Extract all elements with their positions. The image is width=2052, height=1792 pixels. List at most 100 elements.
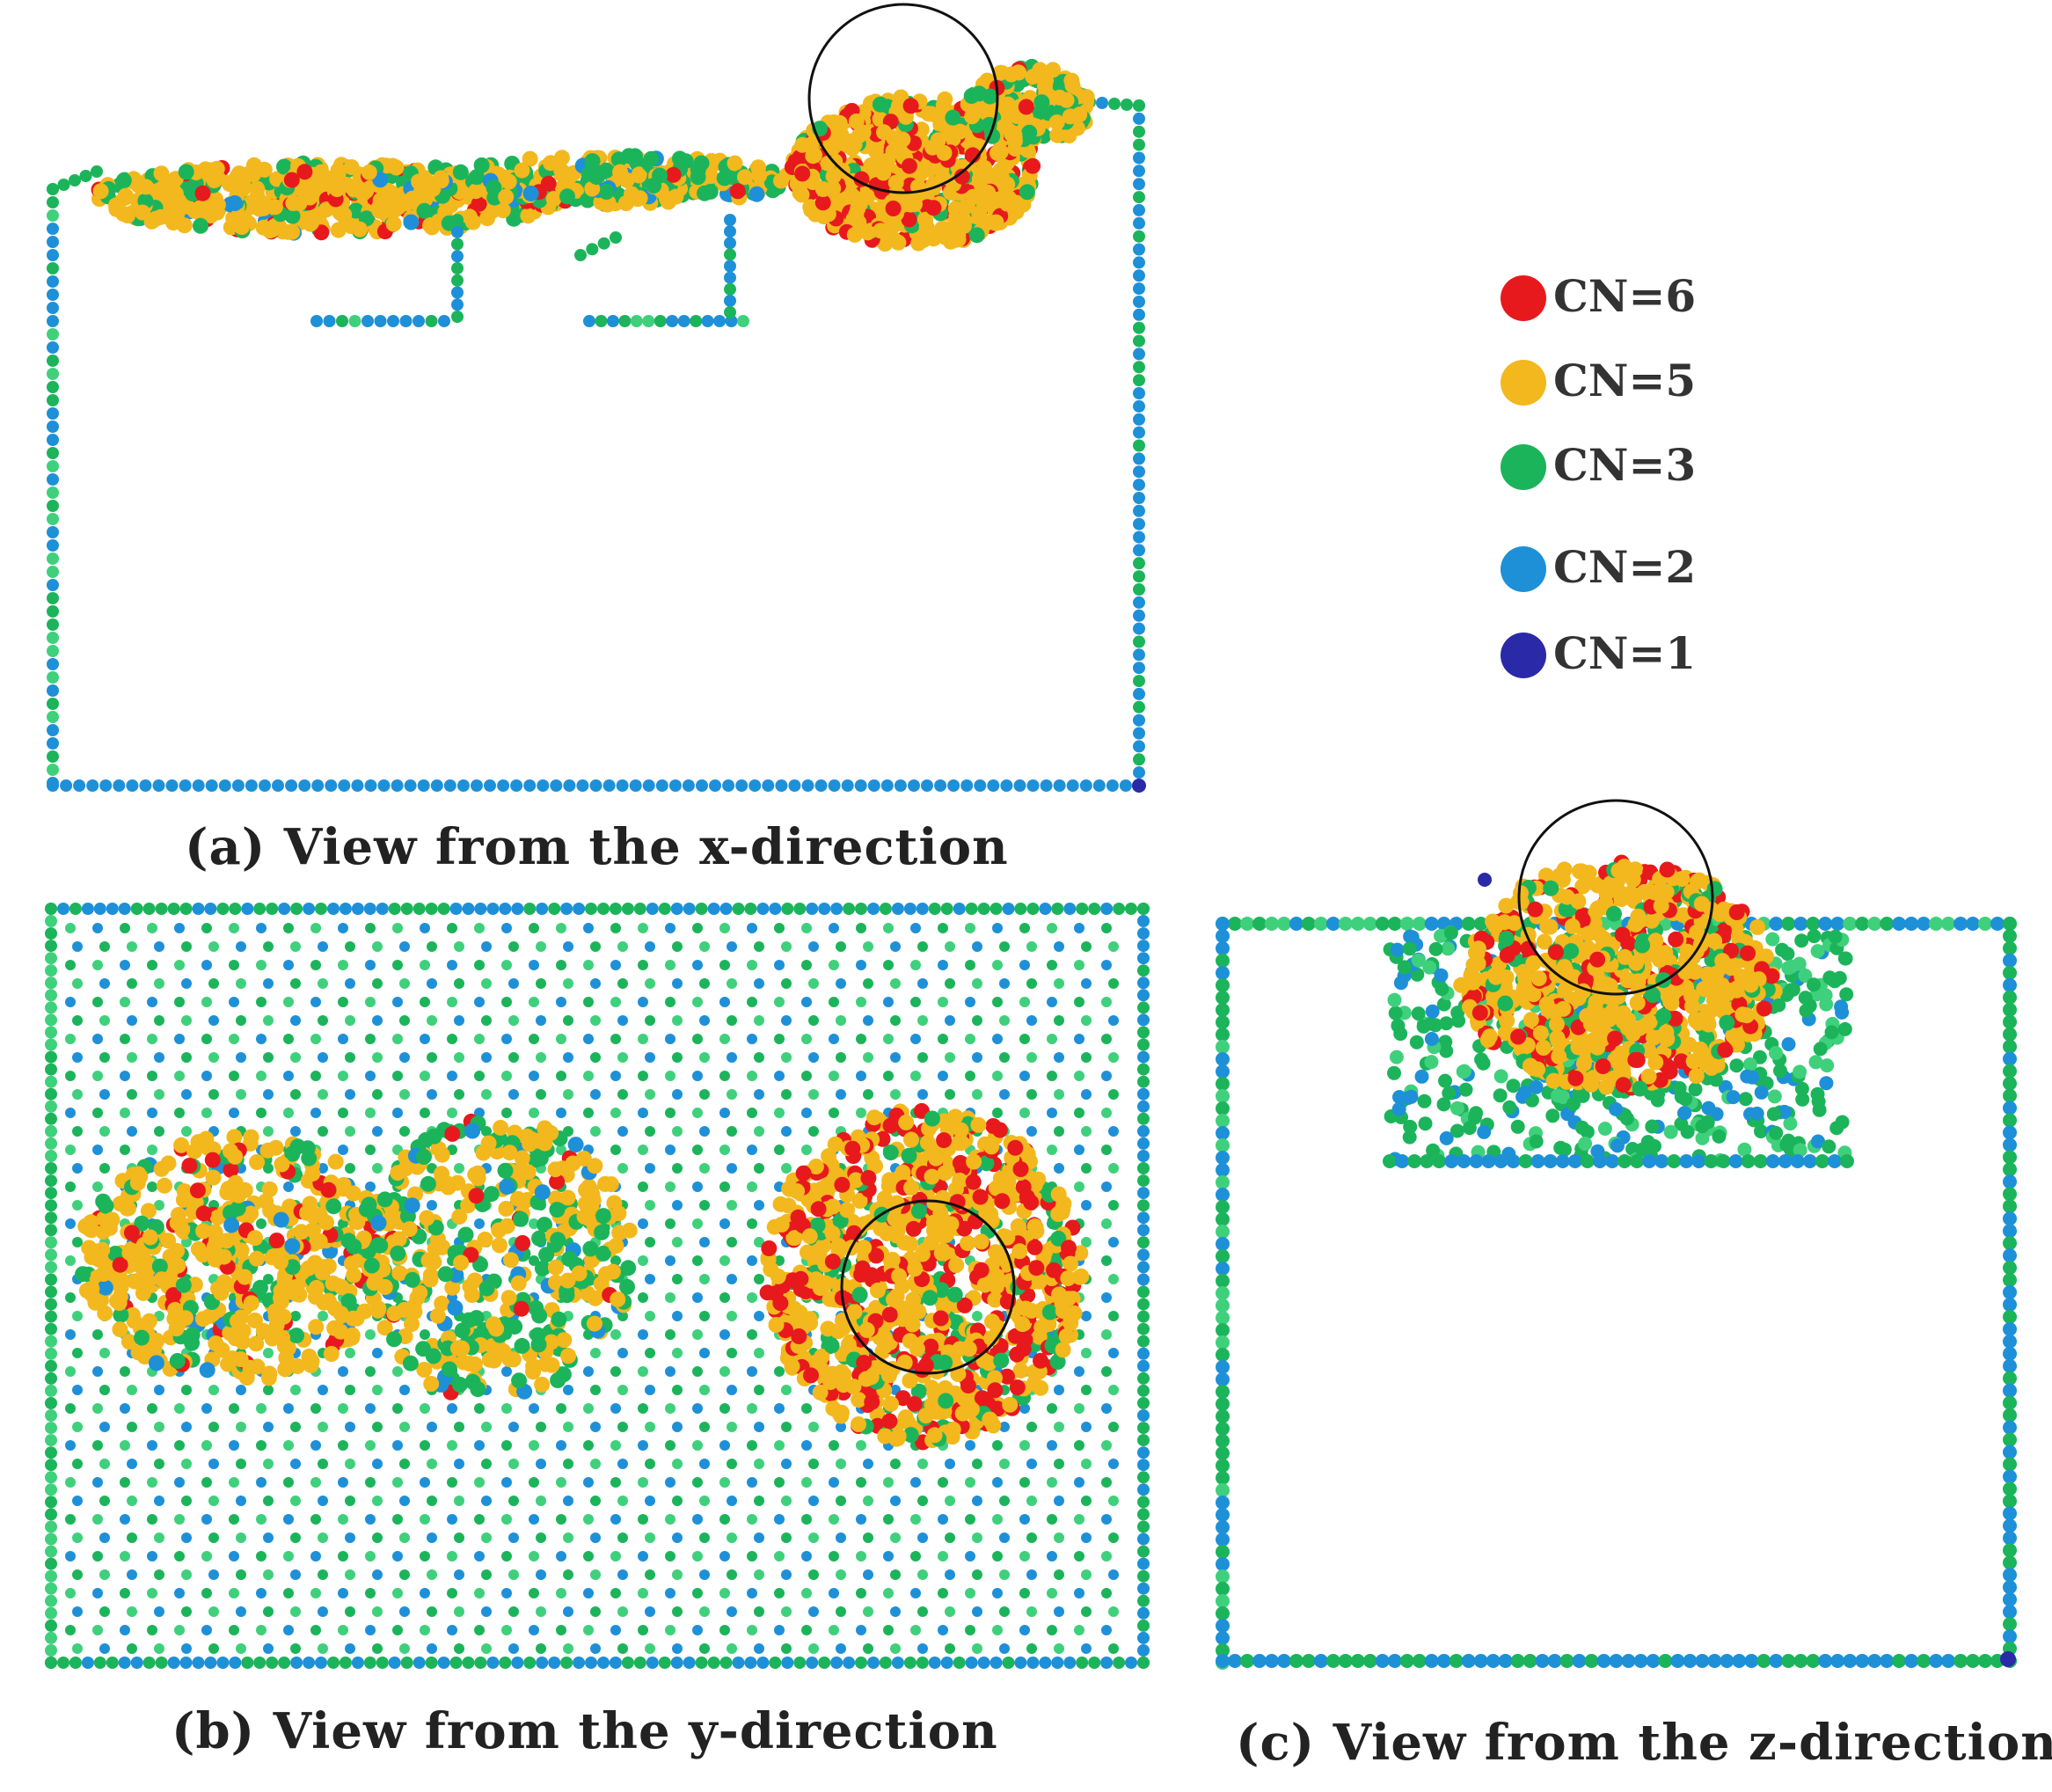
atom <box>960 779 974 792</box>
atom <box>413 183 429 200</box>
atom <box>1053 779 1066 792</box>
atom <box>352 221 369 238</box>
atom <box>1133 544 1145 557</box>
atom <box>47 302 59 314</box>
atom <box>47 196 59 208</box>
atom <box>416 202 433 219</box>
atom <box>259 779 271 792</box>
atom <box>153 165 170 182</box>
atom <box>1133 334 1145 347</box>
atom <box>377 779 391 792</box>
atom <box>47 236 59 248</box>
atom <box>537 779 550 792</box>
atom <box>284 208 301 224</box>
atom <box>343 159 360 175</box>
atom <box>47 355 59 367</box>
atom <box>1119 779 1132 792</box>
atom <box>47 381 59 393</box>
atom <box>139 779 152 792</box>
atom <box>1133 753 1145 766</box>
atom <box>1133 439 1145 452</box>
atom <box>47 658 59 670</box>
atom <box>47 434 59 446</box>
atom <box>484 779 496 792</box>
atom <box>99 779 113 792</box>
atom <box>1133 479 1145 492</box>
panel-a-atoms <box>47 58 1145 792</box>
atom <box>218 779 231 792</box>
atom <box>47 394 59 406</box>
atom <box>245 779 258 792</box>
atom <box>319 174 336 191</box>
atom <box>107 197 124 214</box>
atom <box>1040 779 1053 792</box>
atom <box>255 200 272 216</box>
atom <box>47 618 59 631</box>
atom <box>135 204 150 221</box>
atom <box>126 779 139 792</box>
atom <box>1133 622 1145 635</box>
atom <box>1133 596 1145 609</box>
atom <box>47 579 59 591</box>
atom <box>391 199 407 216</box>
atom <box>1079 779 1092 792</box>
atom <box>722 779 735 792</box>
atom <box>602 779 616 792</box>
atom <box>1133 766 1145 779</box>
atom <box>238 166 255 183</box>
atom <box>60 779 73 792</box>
atom <box>828 779 841 792</box>
atom <box>682 779 695 792</box>
atom <box>642 779 655 792</box>
atom <box>1133 399 1145 413</box>
atom <box>894 779 907 792</box>
atom <box>510 779 523 792</box>
atom <box>430 779 443 792</box>
atom <box>113 779 126 792</box>
atom <box>117 187 134 204</box>
atom <box>79 170 92 182</box>
atom <box>47 698 59 710</box>
atom <box>1096 97 1108 109</box>
atom <box>47 183 59 195</box>
atom <box>576 779 589 792</box>
atom <box>47 632 59 644</box>
atom <box>1133 347 1145 361</box>
atom <box>749 779 762 792</box>
atom <box>192 779 205 792</box>
atom <box>987 779 1000 792</box>
atom <box>115 172 132 189</box>
atom <box>47 460 59 472</box>
atom <box>227 195 243 211</box>
atom <box>47 539 59 552</box>
atom <box>814 779 828 792</box>
atom <box>166 204 183 220</box>
atom <box>1108 98 1121 110</box>
atom <box>370 200 387 216</box>
atom <box>735 779 749 792</box>
atom <box>801 779 814 792</box>
atom <box>313 224 330 241</box>
atom <box>1133 426 1145 439</box>
atom <box>325 779 338 792</box>
atom <box>47 500 59 512</box>
atom <box>1133 687 1145 700</box>
atom <box>775 779 788 792</box>
atom <box>249 180 266 197</box>
atom <box>47 526 59 538</box>
atom <box>354 186 371 201</box>
atom <box>629 779 642 792</box>
atom <box>73 779 86 792</box>
atom <box>422 217 439 234</box>
atom <box>47 671 59 684</box>
atom <box>1133 635 1145 648</box>
atom <box>854 779 867 792</box>
atom <box>311 779 325 792</box>
atom <box>1133 296 1145 308</box>
atom <box>47 750 59 763</box>
atom <box>1133 269 1145 282</box>
atom <box>47 262 59 274</box>
atom <box>47 421 59 433</box>
atom <box>47 513 59 525</box>
